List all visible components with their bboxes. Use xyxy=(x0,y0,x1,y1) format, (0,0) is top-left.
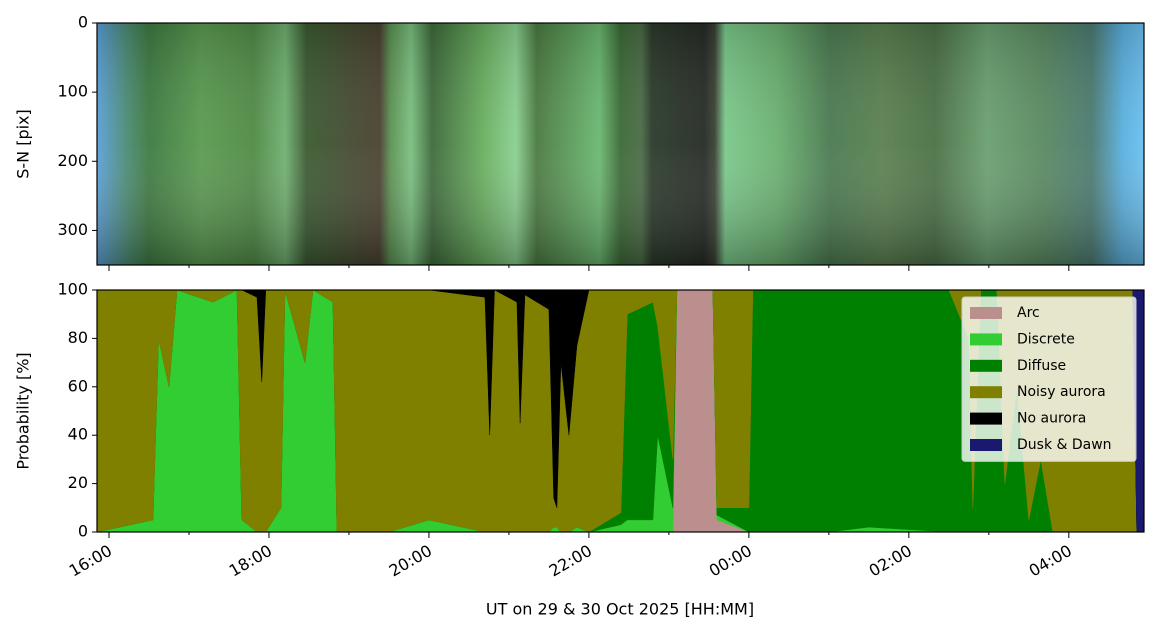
y-tick-label: 20 xyxy=(68,473,88,492)
x-tick-label: 02:00 xyxy=(866,541,915,581)
keogram-shade xyxy=(97,23,1144,265)
legend-label: Dusk & Dawn xyxy=(1017,437,1112,453)
legend-swatch xyxy=(970,439,1002,451)
x-tick-label: 22:00 xyxy=(546,541,595,581)
legend-swatch xyxy=(970,412,1002,425)
legend-swatch xyxy=(970,333,1002,346)
y-tick-label: 80 xyxy=(68,328,88,347)
legend-box xyxy=(961,296,1137,462)
legend-swatch xyxy=(970,359,1002,372)
x-tick-label: 18:00 xyxy=(226,541,275,581)
plot-frame xyxy=(96,22,1145,266)
x-tick-label: 00:00 xyxy=(706,541,755,581)
legend-label: Noisy aurora xyxy=(1017,384,1106,400)
y-tick-label: 100 xyxy=(57,280,88,299)
y-tick-label: 0 xyxy=(78,13,88,32)
y-tick-label: 100 xyxy=(57,82,88,101)
y-axis-label: Probability [%] xyxy=(14,352,33,469)
x-tick-label: 16:00 xyxy=(66,541,115,581)
y-tick-label: 200 xyxy=(57,151,88,170)
legend-label: Discrete xyxy=(1017,331,1075,347)
y-tick-label: 0 xyxy=(78,522,88,541)
legend-label: No aurora xyxy=(1017,411,1086,427)
y-tick-label: 60 xyxy=(68,376,88,395)
legend-swatch xyxy=(970,307,1002,319)
y-tick-label: 40 xyxy=(68,425,88,444)
legend-label: Arc xyxy=(1017,305,1040,321)
x-tick-label: 20:00 xyxy=(386,541,435,581)
y-axis-label: S-N [pix] xyxy=(14,109,33,179)
y-tick-label: 300 xyxy=(57,220,88,239)
plot-frame xyxy=(96,289,1145,533)
x-axis-label: UT on 29 & 30 Oct 2025 [HH:MM] xyxy=(486,600,754,619)
legend-swatch xyxy=(970,386,1002,399)
x-tick-label: 04:00 xyxy=(1026,541,1075,581)
legend-label: Diffuse xyxy=(1017,358,1066,374)
legend: Arc Discrete Diffuse Noisy aurora No aurora D… xyxy=(961,296,1137,462)
